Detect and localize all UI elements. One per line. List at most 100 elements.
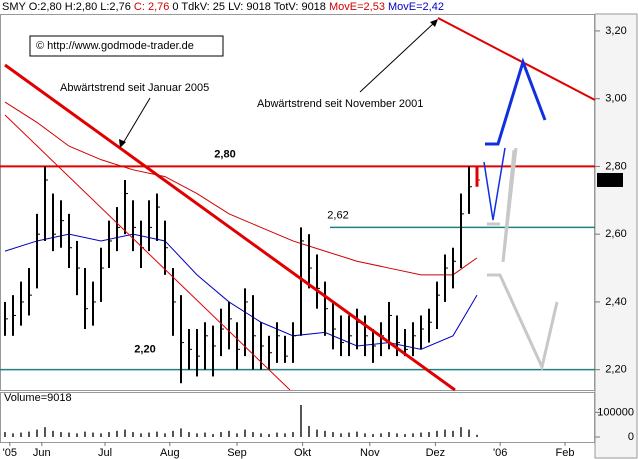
volume-bar <box>76 433 78 437</box>
x-tick-label: Sep <box>227 447 247 459</box>
volume-bar <box>108 432 110 437</box>
trendline <box>437 17 596 101</box>
volume-bar <box>468 429 470 437</box>
volume-bar <box>428 432 430 437</box>
volume-bar <box>380 433 382 437</box>
y-tick-label: 2,60 <box>605 228 626 240</box>
volume-label: Volume=9018 <box>4 392 72 404</box>
x-tick-label: '05 <box>3 447 17 459</box>
volume-bar <box>180 428 182 437</box>
volume-bar <box>244 429 246 437</box>
projection <box>501 147 518 263</box>
price-panel <box>0 14 595 391</box>
volume-bar <box>388 432 390 437</box>
volume-bar <box>4 432 6 437</box>
volume-bar <box>124 429 126 437</box>
volume-bar <box>100 433 102 437</box>
level-label: 2,20 <box>134 344 155 356</box>
volume-bar <box>196 433 198 437</box>
header: SMY O:2,80 H:2,80 L:2,76 C: 2,76 0 TdkV:… <box>2 1 444 13</box>
volume-bar <box>84 431 86 437</box>
volume-bar <box>332 432 334 437</box>
last-price-box <box>597 172 623 187</box>
volume-bar <box>404 434 406 437</box>
volume-bar <box>324 430 326 437</box>
volume-bar <box>60 432 62 437</box>
x-tick-label: Okt <box>294 447 311 459</box>
volume-bar <box>148 432 150 437</box>
y-tick-label: 2,80 <box>605 160 626 172</box>
level-label: 2,62 <box>327 209 348 221</box>
arrow <box>121 97 151 146</box>
volume-bar <box>396 433 398 437</box>
level-label: 2,80 <box>214 148 235 160</box>
volume-bar <box>156 431 158 437</box>
volume-bar <box>36 429 38 437</box>
y-tick-label: 2,20 <box>605 364 626 376</box>
annotation: Abwärtstrend seit November 2001 <box>257 98 423 110</box>
volume-tick-label: 100000 <box>597 406 634 418</box>
volume-bar <box>420 432 422 437</box>
volume-bar <box>372 434 374 437</box>
moving-average <box>4 101 478 276</box>
volume-bar <box>268 434 270 437</box>
volume-bar <box>460 427 462 437</box>
volume-bar <box>284 433 286 437</box>
x-tick-label: Feb <box>556 447 575 459</box>
volume-bar <box>364 433 366 437</box>
x-tick-label: Nov <box>360 447 380 459</box>
volume-bar <box>316 429 318 437</box>
volume-bar <box>20 432 22 437</box>
header-item: 0 TdkV: 25 LV: 9018 TotV: 9018 <box>172 1 326 13</box>
projection <box>483 147 506 221</box>
y-tick-label: 2,40 <box>605 296 626 308</box>
volume-bar <box>52 430 54 437</box>
volume-bar <box>276 432 278 437</box>
x-tick-label: Jun <box>33 447 51 459</box>
volume-bar <box>172 430 174 437</box>
volume-bar <box>308 425 310 437</box>
volume-bar <box>44 427 46 437</box>
volume-bar <box>260 433 262 437</box>
header-item: C: 2,76 <box>134 1 169 13</box>
last-price: 2,76 <box>599 174 620 186</box>
volume-bar <box>212 434 214 437</box>
volume-bar <box>356 431 358 437</box>
x-tick-label: Dez <box>426 447 446 459</box>
volume-bar <box>204 432 206 437</box>
volume-panel <box>0 392 595 443</box>
x-tick-label: Aug <box>160 447 180 459</box>
header-item: MovE=2,53 <box>329 1 385 13</box>
volume-bar <box>476 434 478 437</box>
volume-bar <box>228 430 230 437</box>
volume-bar <box>220 432 222 437</box>
volume-bar <box>140 433 142 437</box>
volume-bar <box>164 433 166 437</box>
arrow-head <box>119 139 126 148</box>
copyright: © http://www.godmode-trader.de <box>36 40 194 52</box>
trendline <box>4 114 291 391</box>
y-tick-label: 3,20 <box>605 25 626 37</box>
arrow <box>359 21 436 93</box>
volume-bar <box>252 432 254 437</box>
volume-bar <box>452 430 454 437</box>
header-item: MovE=2,42 <box>388 1 444 13</box>
volume-bar <box>300 405 302 437</box>
volume-bar <box>188 432 190 437</box>
trendline <box>4 63 456 392</box>
volume-bar <box>236 433 238 437</box>
annotation: Abwärtstrend seit Januar 2005 <box>60 82 209 94</box>
volume-bar <box>92 432 94 437</box>
volume-bar <box>12 433 14 437</box>
arrow-head <box>430 19 438 27</box>
volume-bar <box>412 433 414 437</box>
volume-bar <box>68 432 70 437</box>
header-item: SMY O:2,80 H:2,80 L:2,76 <box>2 1 131 13</box>
volume-bar <box>436 430 438 437</box>
volume-bar <box>444 429 446 437</box>
volume-tick-label: 0 <box>628 431 634 443</box>
volume-bar <box>132 432 134 437</box>
projection <box>487 273 559 372</box>
